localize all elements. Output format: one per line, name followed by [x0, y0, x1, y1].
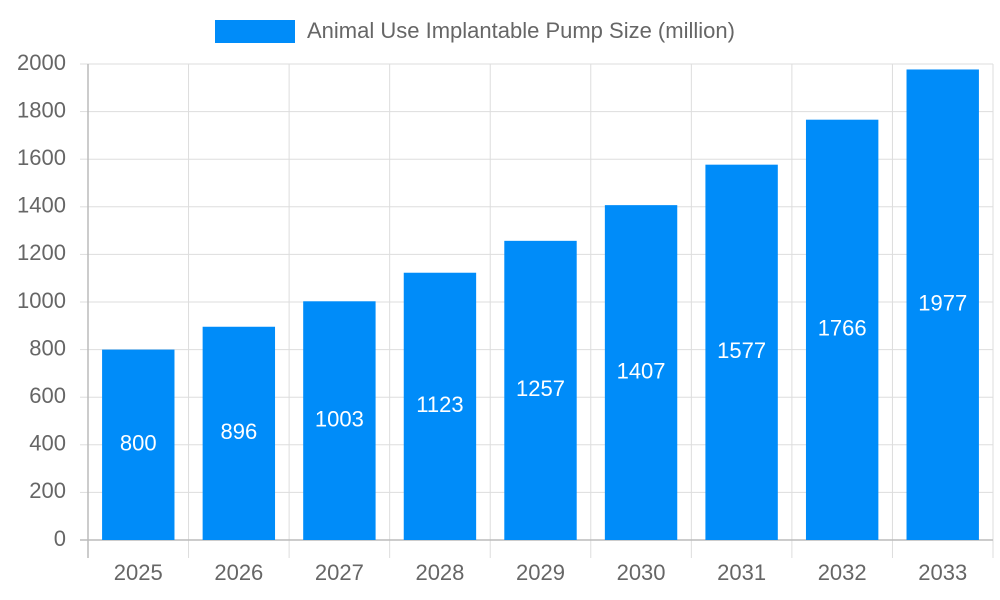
y-tick-label: 0: [54, 526, 66, 551]
value-label: 1003: [315, 406, 364, 431]
value-label: 896: [220, 419, 257, 444]
y-tick-label: 800: [29, 335, 66, 360]
bar: [906, 69, 979, 540]
bar: [102, 349, 175, 540]
value-label: 1977: [918, 291, 967, 316]
x-tick-label: 2033: [918, 560, 967, 585]
y-tick-label: 1800: [17, 97, 66, 122]
bar: [303, 301, 376, 540]
bar: [403, 272, 477, 540]
value-label: 1257: [516, 376, 565, 401]
x-tick-label: 2026: [214, 560, 263, 585]
x-tick-label: 2029: [516, 560, 565, 585]
y-tick-label: 1200: [17, 240, 66, 265]
y-tick-label: 200: [29, 478, 66, 503]
bar: [202, 326, 276, 540]
y-tick-label: 600: [29, 383, 66, 408]
y-tick-label: 2000: [17, 50, 66, 75]
y-tick-label: 400: [29, 431, 66, 456]
y-tick-label: 1000: [17, 288, 66, 313]
y-tick-label: 1400: [17, 193, 66, 218]
legend-swatch: [215, 20, 295, 43]
value-label: 1577: [717, 338, 766, 363]
x-tick-label: 2032: [818, 560, 867, 585]
value-label: 1123: [416, 392, 463, 417]
bar: [604, 205, 678, 540]
x-tick-label: 2027: [315, 560, 364, 585]
bar: [805, 119, 879, 540]
value-label: 800: [120, 431, 157, 456]
value-label: 1407: [617, 358, 666, 383]
x-tick-label: 2025: [114, 560, 163, 585]
value-label: 1766: [818, 316, 867, 341]
bar: [705, 164, 778, 540]
x-tick-label: 2028: [415, 560, 464, 585]
x-tick-label: 2030: [617, 560, 666, 585]
x-tick-label: 2031: [717, 560, 766, 585]
legend-label: Animal Use Implantable Pump Size (millio…: [307, 18, 735, 43]
bar: [504, 240, 577, 541]
y-tick-label: 1600: [17, 145, 66, 170]
